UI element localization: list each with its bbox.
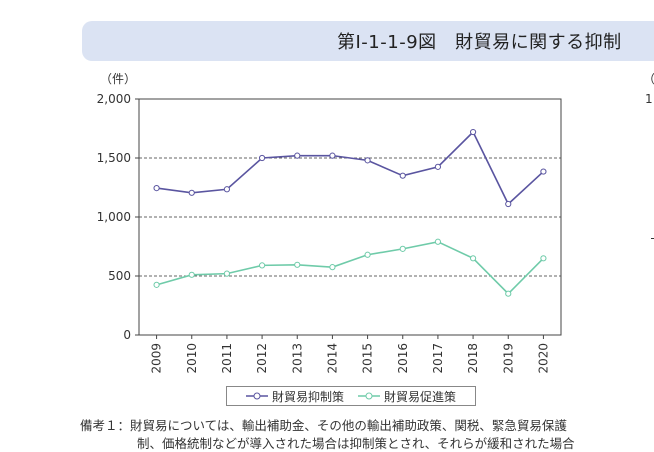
- figure-title-bar: 第Ⅰ-1-1-9図 財貿易に関する抑制: [82, 21, 654, 61]
- legend-label-restrictive: 財貿易抑制策: [271, 389, 344, 404]
- x-tick-label-2020: 2020: [536, 343, 550, 374]
- right-chart-edge-mark: [651, 238, 654, 239]
- data-point-restrictive-2017: [434, 163, 442, 170]
- legend-label-promotive: 財貿易促進策: [384, 389, 457, 404]
- x-tick-label-2010: 2010: [185, 343, 199, 374]
- note-line-1: 備考１：財貿易については、輸出補助金、その他の輸出補助政策、関税、緊急貿易保護: [80, 418, 567, 433]
- note-line-2: 制、価格統制などが導入された場合は抑制策とされ、それらが緩和された場合: [137, 436, 575, 451]
- legend-item-promotive: 財貿易促進策: [358, 388, 456, 405]
- right-axis-tick-partial: 1: [645, 92, 653, 106]
- legend-item-restrictive: 財貿易抑制策: [245, 388, 344, 405]
- data-point-promotive-2017: [434, 238, 442, 245]
- data-point-promotive-2015: [364, 251, 371, 258]
- legend-swatch-restrictive: [245, 392, 268, 400]
- data-point-restrictive-2020: [540, 168, 547, 175]
- series-line-promotive: [156, 240, 544, 295]
- x-tick-label-2009: 2009: [150, 343, 164, 374]
- legend-swatch-promotive: [358, 392, 380, 400]
- x-tick-label-2013: 2013: [290, 343, 304, 374]
- data-point-restrictive-2013: [294, 152, 301, 159]
- x-tick-label-2015: 2015: [361, 343, 375, 374]
- data-point-promotive-2016: [399, 245, 406, 252]
- data-point-promotive-2014: [329, 264, 336, 271]
- x-tick-label-2017: 2017: [431, 343, 445, 374]
- y-tick-label-500: 500: [108, 269, 131, 283]
- series-line-restrictive: [156, 130, 544, 206]
- x-tick-label-2019: 2019: [501, 343, 515, 374]
- data-point-promotive-2009: [153, 281, 160, 288]
- x-tick-label-2016: 2016: [396, 343, 410, 374]
- data-point-restrictive-2015: [364, 157, 371, 164]
- data-point-restrictive-2012: [258, 154, 266, 162]
- y-tick-label-0: 0: [123, 328, 131, 342]
- data-point-promotive-2012: [258, 262, 266, 269]
- x-tick-label-2011: 2011: [220, 343, 234, 374]
- y-tick-label-1500: 1,500: [97, 151, 131, 165]
- x-tick-label-2018: 2018: [466, 343, 480, 374]
- y-tick-label-1000: 1,000: [97, 210, 131, 224]
- y-tick-label-2000: 2,000: [97, 92, 131, 106]
- data-point-restrictive-2010: [188, 189, 195, 196]
- data-point-restrictive-2011: [223, 186, 231, 193]
- data-point-promotive-2013: [294, 261, 301, 268]
- x-tick-label-2012: 2012: [255, 343, 269, 374]
- data-point-promotive-2010: [188, 271, 195, 278]
- chart-legend: 財貿易抑制策 財貿易促進策: [226, 386, 476, 406]
- data-point-promotive-2019: [505, 290, 512, 297]
- figure-title: 第Ⅰ-1-1-9図 財貿易に関する抑制: [337, 32, 622, 53]
- left-axis-unit: （件）: [100, 72, 137, 86]
- data-point-restrictive-2016: [399, 172, 406, 179]
- data-point-restrictive-2019: [505, 200, 512, 208]
- data-point-restrictive-2009: [153, 184, 160, 192]
- line-chart: 0 500 1,000 1,500 2,000 2009 2010 2011 2012 2013 2…: [97, 92, 562, 374]
- data-point-restrictive-2014: [329, 152, 336, 159]
- data-point-promotive-2011: [223, 270, 231, 277]
- data-point-restrictive-2018: [469, 128, 477, 136]
- data-point-promotive-2020: [540, 255, 547, 262]
- x-tick-label-2014: 2014: [325, 343, 339, 374]
- right-axis-unit-partial: （%: [643, 72, 654, 86]
- data-point-promotive-2018: [469, 255, 477, 262]
